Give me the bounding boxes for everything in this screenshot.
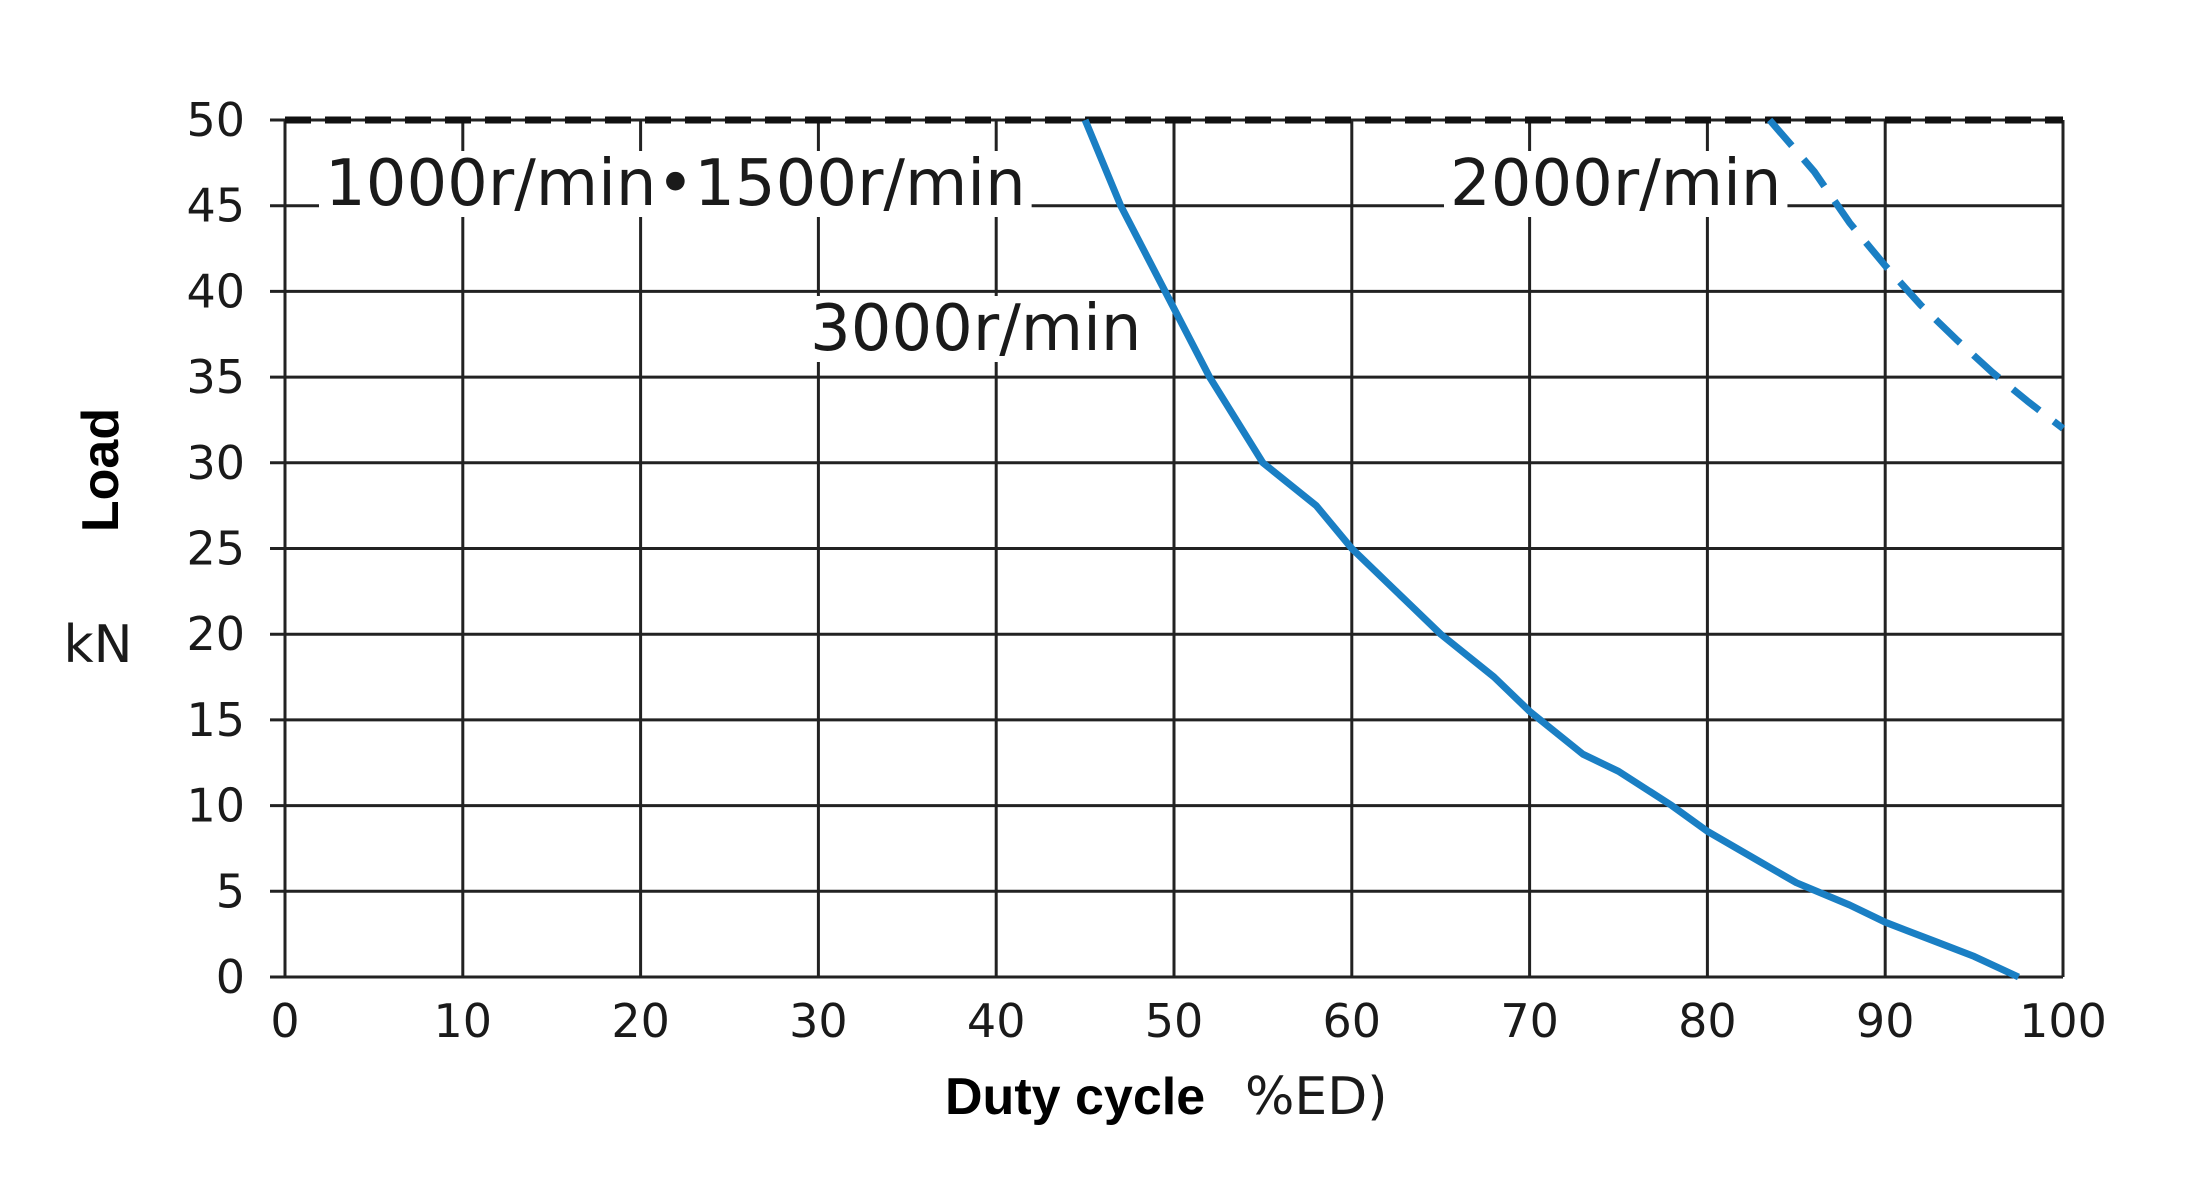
x-tick-label: 60 [1323, 994, 1382, 1048]
series-line [1766, 117, 2066, 432]
x-tick-label: 100 [2019, 994, 2107, 1048]
y-tick-label: 35 [186, 350, 245, 404]
series-label: 1000r/min•1500r/min [325, 147, 1026, 221]
y-tick-label: 5 [216, 864, 245, 918]
x-tick-label: 70 [1500, 994, 1559, 1048]
x-tick-label: 90 [1856, 994, 1915, 1048]
x-axis-unit: %ED) [1245, 1067, 1388, 1127]
y-tick-label: 45 [186, 179, 245, 233]
series-label-background [319, 151, 1032, 217]
y-tick-label: 15 [186, 693, 245, 747]
curves [285, 116, 2066, 981]
series-label: 3000r/min [810, 292, 1141, 366]
series-label-background [804, 296, 1148, 362]
y-tick-label: 25 [186, 522, 245, 576]
y-tick-label: 10 [186, 779, 245, 833]
x-tick-label: 10 [434, 994, 493, 1048]
series-line [1081, 118, 2020, 981]
y-tick-label: 30 [186, 436, 245, 490]
x-axis-ticks: 0 10 20 30 40 50 60 70 80 90 100 [270, 994, 2107, 1048]
x-tick-label: 20 [611, 994, 670, 1048]
y-axis-ticks: 0 5 10 15 20 25 30 35 40 45 50 [186, 93, 245, 1004]
grid [270, 118, 2065, 979]
x-tick-label: 80 [1678, 994, 1737, 1048]
x-tick-label: 30 [789, 994, 848, 1048]
y-axis-unit: kN [63, 615, 132, 675]
series-label-background [1444, 151, 1788, 217]
y-tick-label: 0 [216, 950, 245, 1004]
x-tick-label: 0 [270, 994, 299, 1048]
y-axis-label: Load [72, 408, 130, 532]
y-axis-title: Load kN [63, 408, 132, 675]
x-tick-label: 50 [1145, 994, 1204, 1048]
y-tick-label: 50 [186, 93, 245, 147]
y-tick-label: 20 [186, 607, 245, 661]
y-tick-label: 40 [186, 264, 245, 318]
series-label: 2000r/min [1450, 147, 1781, 221]
x-axis-label: Duty cycle [945, 1068, 1205, 1126]
x-tick-label: 40 [967, 994, 1026, 1048]
x-axis-title: Duty cycle %ED) [945, 1067, 1388, 1127]
series-labels: 1000r/min•1500r/min 3000r/min 2000r/min [319, 147, 1788, 366]
